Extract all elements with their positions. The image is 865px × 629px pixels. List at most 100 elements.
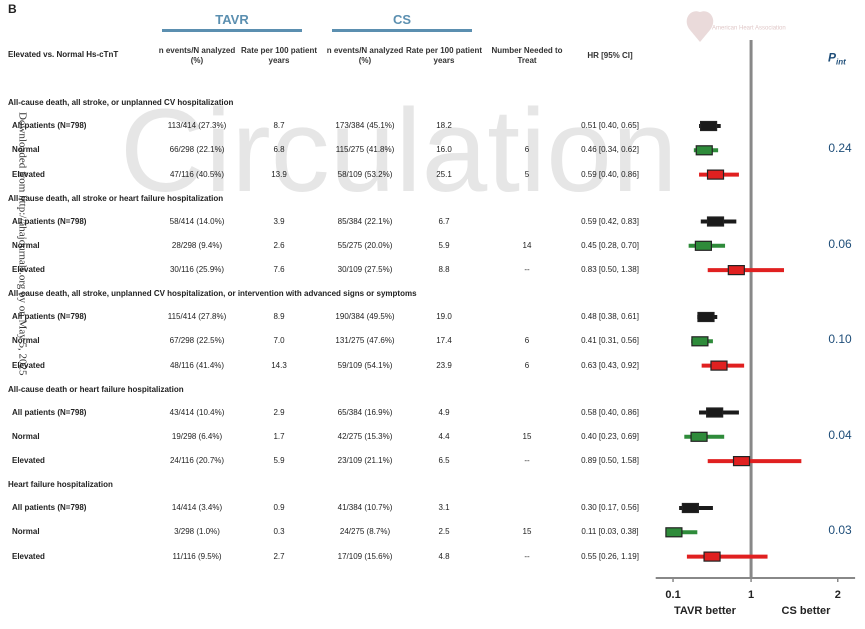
group-header: TAVR (215, 12, 249, 27)
hr-box (703, 551, 721, 562)
column-header: Rate per 100 patient years (405, 46, 483, 65)
tavr-rate: 7.6 (273, 265, 285, 275)
logo-text: American Heart Association (712, 26, 786, 32)
nnt: 6 (524, 336, 530, 346)
column-header: HR [95% CI] (587, 51, 633, 60)
row-label: Elevated (12, 456, 45, 466)
p-header-sub: int (836, 57, 846, 67)
cs-events: 115/275 (41.8%) (335, 145, 395, 155)
cs-events: 17/109 (15.6%) (337, 551, 393, 561)
hr-ci: 0.63 [0.43, 0.92] (581, 360, 639, 370)
hr-ci: 0.41 [0.31, 0.56] (581, 336, 639, 346)
row-label: Elevated (12, 360, 45, 370)
column-header: Number Needed to Treat (491, 46, 563, 65)
tavr-rate: 5.9 (273, 456, 285, 466)
tavr-rate: 2.9 (273, 407, 285, 417)
panel-label: B (8, 2, 17, 16)
hr-box (699, 120, 718, 132)
group-rule (162, 29, 302, 32)
tavr-events: 48/116 (41.4%) (169, 360, 225, 370)
nnt: 14 (522, 240, 532, 250)
row-label: All patients (N=798) (12, 312, 87, 321)
cs-rate: 5.9 (438, 240, 450, 250)
hr-box (665, 527, 683, 538)
tavr-events: 11/116 (9.5%) (172, 551, 222, 561)
cs-rate: 6.7 (438, 216, 450, 226)
column-header: Rate per 100 patient years (240, 46, 318, 65)
hr-ci: 0.51 [0.40, 0.65] (581, 121, 639, 130)
cs-events: 59/109 (54.1%) (337, 360, 393, 370)
tavr-events: 43/414 (10.4%) (169, 407, 225, 417)
nnt: 5 (524, 169, 530, 179)
section-title: All-cause death, all stroke or heart fai… (8, 193, 224, 203)
tavr-events: 24/116 (20.7%) (169, 456, 225, 466)
tavr-events: 14/414 (3.4%) (171, 503, 223, 512)
column-header: Elevated vs. Normal Hs-cTnT (8, 50, 119, 59)
row-label: Elevated (12, 169, 45, 179)
tavr-rate: 2.6 (273, 240, 285, 250)
nnt: -- (524, 456, 530, 466)
cs-events: 58/109 (53.2%) (337, 169, 393, 179)
tavr-events: 115/414 (27.8%) (167, 312, 227, 321)
tavr-rate: 13.9 (271, 169, 287, 179)
tavr-rate: 0.3 (273, 527, 285, 537)
p-value: 0.03 (828, 523, 852, 537)
hr-ci: 0.48 [0.38, 0.61] (581, 312, 639, 321)
group-header: CS (392, 12, 412, 27)
section-title: Heart failure hospitalization (8, 480, 113, 489)
hr-box (706, 216, 725, 227)
row-label: All patients (N=798) (12, 503, 87, 512)
nnt: 6 (524, 360, 530, 370)
tavr-rate: 6.8 (273, 145, 285, 155)
tavr-events: 58/414 (14.0%) (169, 216, 225, 226)
cs-events: 131/275 (47.6%) (335, 336, 395, 346)
cs-events: 55/275 (20.0%) (337, 240, 393, 250)
x-tick-label: 2 (835, 589, 841, 601)
watermark: Circulation (120, 85, 677, 217)
cs-events: 173/384 (45.1%) (335, 121, 395, 130)
tavr-rate: 0.9 (273, 503, 285, 512)
cs-rate: 25.1 (436, 169, 452, 179)
tavr-events: 47/116 (40.5%) (169, 169, 225, 179)
hr-box (706, 169, 725, 180)
hr-ci: 0.59 [0.42, 0.83] (581, 216, 639, 226)
row-label: All patients (N=798) (12, 216, 87, 226)
hr-box (732, 456, 751, 467)
section-title: All-cause death, all stroke, or unplanne… (8, 98, 234, 107)
row-label: All patients (N=798) (12, 407, 87, 417)
cs-rate: 4.4 (438, 431, 450, 441)
p-value: 0.24 (828, 141, 852, 155)
logo: American Heart Association (686, 11, 786, 42)
row-label: Normal (12, 336, 40, 346)
row-label: Normal (12, 527, 40, 537)
hr-box (695, 145, 713, 156)
column-header: n events/N analyzed (%) (158, 46, 236, 65)
tavr-rate: 8.7 (273, 121, 285, 130)
tavr-rate: 2.7 (273, 551, 285, 561)
group-rule (332, 29, 472, 32)
hr-box (681, 502, 699, 514)
row-label: Elevated (12, 551, 45, 561)
p-value: 0.10 (828, 332, 852, 346)
tavr-events: 28/298 (9.4%) (171, 240, 223, 250)
cs-events: 65/384 (16.9%) (337, 407, 393, 417)
x-right-label: CS better (782, 605, 832, 617)
hr-box (694, 240, 712, 251)
cs-rate: 4.9 (438, 407, 450, 417)
nnt: -- (524, 551, 530, 561)
hr-box (727, 265, 745, 276)
tavr-rate: 14.3 (271, 360, 287, 370)
cs-rate: 19.0 (436, 312, 452, 321)
tavr-events: 3/298 (1.0%) (174, 527, 220, 537)
cs-rate: 18.2 (436, 121, 452, 130)
hr-ci: 0.55 [0.26, 1.19] (581, 551, 639, 561)
nnt: 15 (522, 527, 532, 537)
tavr-rate: 1.7 (273, 431, 285, 441)
cs-rate: 8.8 (438, 265, 450, 275)
x-tick-label: 0.1 (665, 589, 680, 601)
cs-events: 190/384 (49.5%) (335, 312, 395, 321)
tavr-rate: 3.9 (273, 216, 285, 226)
nnt: 15 (522, 431, 532, 441)
hr-box (690, 431, 708, 442)
cs-rate: 6.5 (438, 456, 450, 466)
